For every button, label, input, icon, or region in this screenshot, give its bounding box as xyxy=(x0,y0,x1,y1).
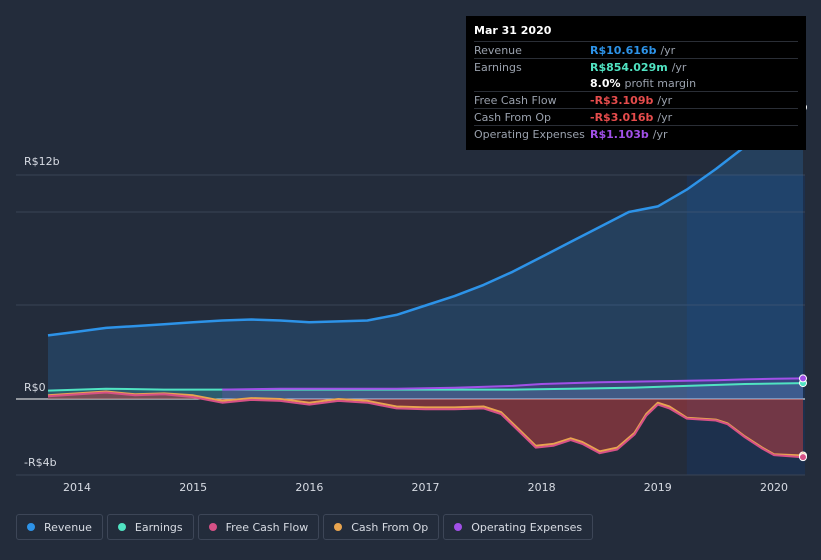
legend-label: Revenue xyxy=(44,520,92,534)
tooltip-label: Cash From Op xyxy=(474,110,552,124)
tooltip-value: R$854.029m xyxy=(590,60,668,74)
legend-dot-icon xyxy=(117,523,126,531)
y-tick-label-bottom: -R$4b xyxy=(24,456,57,469)
tooltip-row-free-cash-flow: Free Cash Flow -R$3.109b /yr xyxy=(474,91,798,108)
tooltip-value: -R$3.109b xyxy=(590,93,654,107)
x-tick-label: 2017 xyxy=(412,481,440,494)
tooltip-row-cash-from-op: Cash From Op -R$3.016b /yr xyxy=(474,108,798,125)
x-tick-label: 2020 xyxy=(760,481,788,494)
tooltip-unit: /yr xyxy=(657,110,673,124)
y-tick-label-zero: R$0 xyxy=(24,381,46,394)
tooltip-unit: /yr xyxy=(660,43,676,57)
legend-label: Free Cash Flow xyxy=(225,520,309,534)
legend-item-cash-from-op[interactable]: Cash From Op xyxy=(323,514,440,540)
revenue-area xyxy=(48,107,803,400)
gridlines xyxy=(16,174,805,476)
free-cash-flow-line xyxy=(47,391,804,459)
tooltip-row-revenue: Revenue R$10.616b /yr xyxy=(474,41,798,58)
legend-item-earnings[interactable]: Earnings xyxy=(106,514,194,540)
series-areas xyxy=(48,107,803,458)
legend-label: Earnings xyxy=(134,520,183,534)
series-lines xyxy=(47,106,804,459)
tooltip-unit: /yr xyxy=(671,60,687,74)
legend-dot-icon xyxy=(208,523,217,531)
x-tick-label: 2019 xyxy=(644,481,672,494)
x-axis-ticks: 2014 2015 2016 2017 2018 2019 2020 xyxy=(63,481,788,494)
tooltip-row-earnings: Earnings R$854.029m /yr xyxy=(474,58,798,75)
legend-item-operating-expenses[interactable]: Operating Expenses xyxy=(443,514,594,540)
forecast-highlight-region xyxy=(686,175,805,475)
legend-dot-icon xyxy=(334,523,343,531)
free-cash-flow-endpoint xyxy=(799,453,807,462)
data-tooltip: Mar 31 2020 Revenue R$10.616b /yr Earnin… xyxy=(466,16,806,150)
chart-legend: Revenue Earnings Free Cash Flow Cash Fro… xyxy=(16,514,594,540)
x-tick-label: 2014 xyxy=(63,481,91,494)
legend-item-free-cash-flow[interactable]: Free Cash Flow xyxy=(197,514,320,540)
tooltip-label: Operating Expenses xyxy=(474,127,585,141)
tooltip-unit: /yr xyxy=(652,127,668,141)
tooltip-row-profit-margin: 8.0% profit margin xyxy=(474,75,798,91)
legend-item-revenue[interactable]: Revenue xyxy=(16,514,103,540)
tooltip-value: 8.0% xyxy=(590,76,621,90)
earnings-area xyxy=(48,383,803,399)
tooltip-value: R$10.616b xyxy=(590,43,657,57)
tooltip-label: Earnings xyxy=(474,60,522,74)
cash-from-op-area xyxy=(48,391,803,456)
x-tick-label: 2015 xyxy=(179,481,207,494)
revenue-line xyxy=(47,106,804,337)
operating-expenses-endpoint xyxy=(799,374,807,383)
tooltip-unit: profit margin xyxy=(624,76,697,90)
earnings-line xyxy=(47,382,804,392)
tooltip-label: Revenue xyxy=(474,43,522,57)
tooltip-label: Free Cash Flow xyxy=(474,93,557,107)
legend-dot-icon xyxy=(454,523,463,531)
x-tick-label: 2018 xyxy=(528,481,556,494)
chart-area: R$12b R$0 -R$4b 2014 2015 2016 2017 2018… xyxy=(16,103,807,494)
tooltip-row-operating-expenses: Operating Expenses R$1.103b /yr xyxy=(474,125,798,142)
legend-dot-icon xyxy=(27,523,35,531)
x-tick-label: 2016 xyxy=(295,481,323,494)
legend-label: Operating Expenses xyxy=(471,520,583,534)
operating-expenses-line xyxy=(222,377,804,391)
tooltip-unit: /yr xyxy=(657,93,673,107)
y-tick-label-top: R$12b xyxy=(24,155,60,168)
free-cash-flow-area xyxy=(48,392,803,458)
tooltip-value: -R$3.016b xyxy=(590,110,654,124)
legend-label: Cash From Op xyxy=(351,520,429,534)
tooltip-value: R$1.103b xyxy=(590,127,649,141)
tooltip-date: Mar 31 2020 xyxy=(474,24,552,37)
